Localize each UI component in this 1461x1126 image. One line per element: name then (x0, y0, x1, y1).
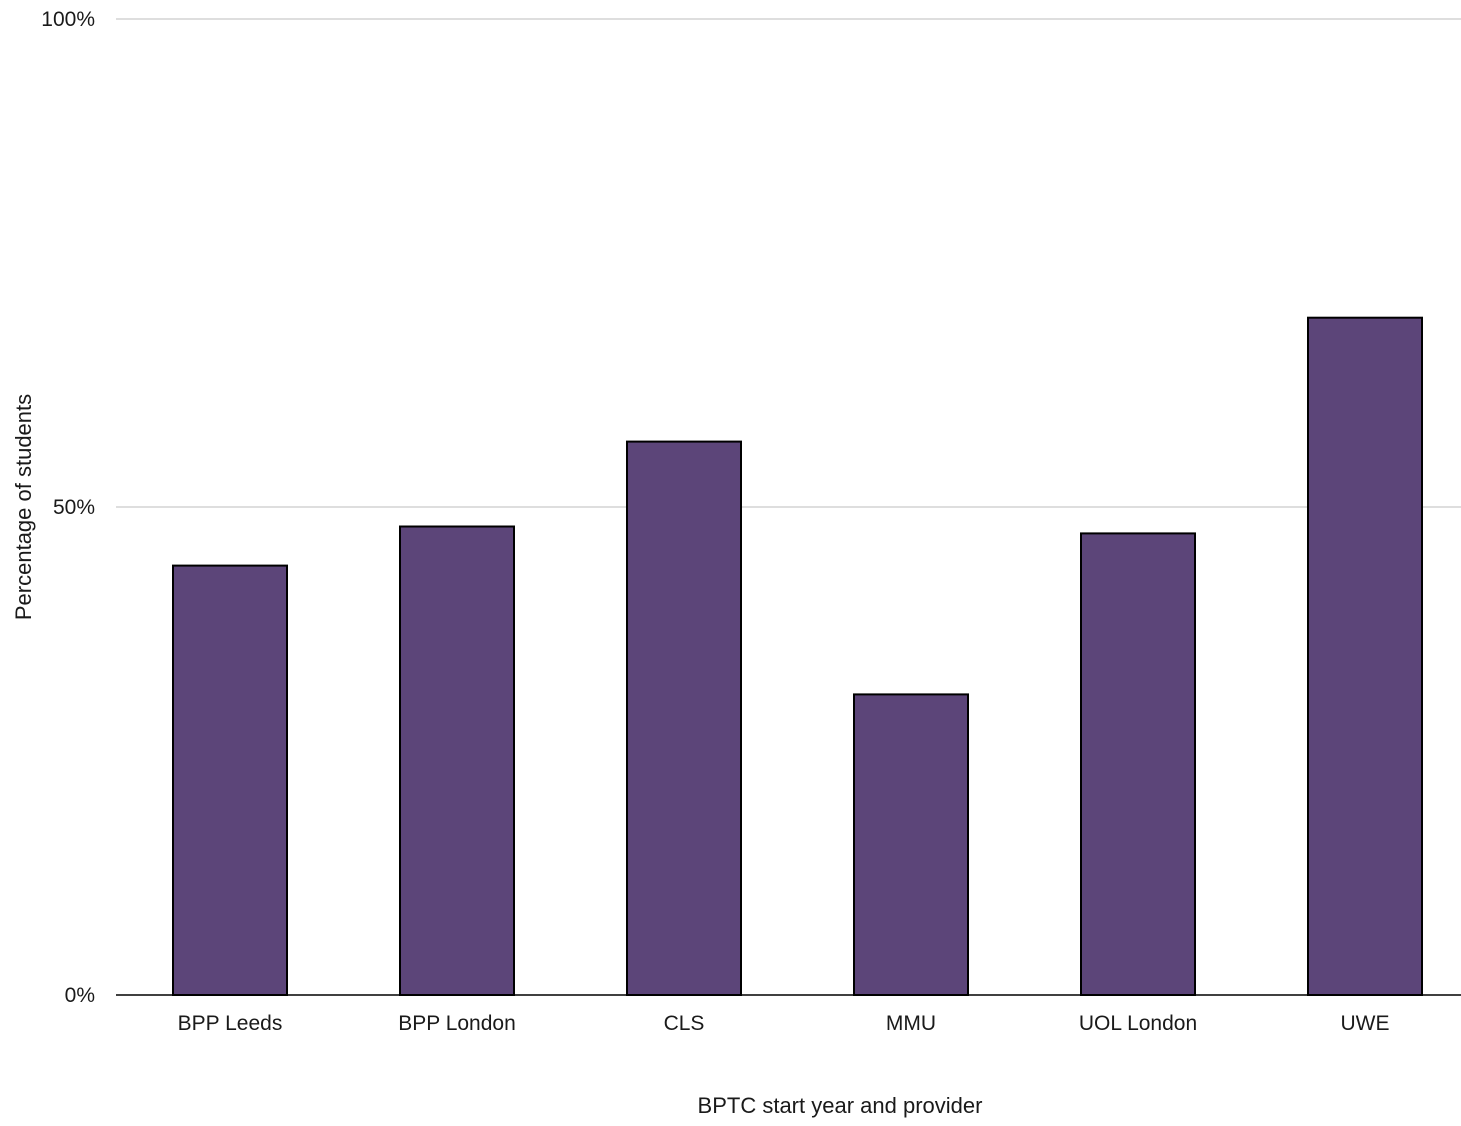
bar-mmu (853, 693, 969, 997)
y-axis-title: Percentage of students (11, 394, 36, 620)
bars (172, 316, 1423, 997)
x-tick-label: BPP Leeds (178, 1012, 283, 1035)
x-tick-label: BPP London (398, 1012, 516, 1035)
y-tick-label: 50% (53, 496, 95, 519)
x-axis-title: BPTC start year and provider (698, 1093, 983, 1118)
y-tick-label: 100% (41, 8, 95, 31)
y-tick-label: 0% (65, 984, 95, 1007)
x-tick-label: CLS (664, 1012, 705, 1035)
x-tick-labels: BPP Leeds BPP London CLS MMU UOL London UWE (178, 1012, 1390, 1035)
y-tick-labels: 0% 50% 100% (41, 8, 95, 1007)
x-tick-label: UOL London (1079, 1012, 1197, 1035)
bar-bpp-london (399, 525, 515, 996)
bar-cls (626, 440, 742, 997)
x-tick-label: MMU (886, 1012, 936, 1035)
bar-uwe (1307, 316, 1423, 996)
gridlines (116, 18, 1461, 508)
bar-uol-london (1080, 532, 1196, 997)
x-tick-label: UWE (1341, 1012, 1390, 1035)
bar-bpp-leeds (172, 564, 288, 996)
